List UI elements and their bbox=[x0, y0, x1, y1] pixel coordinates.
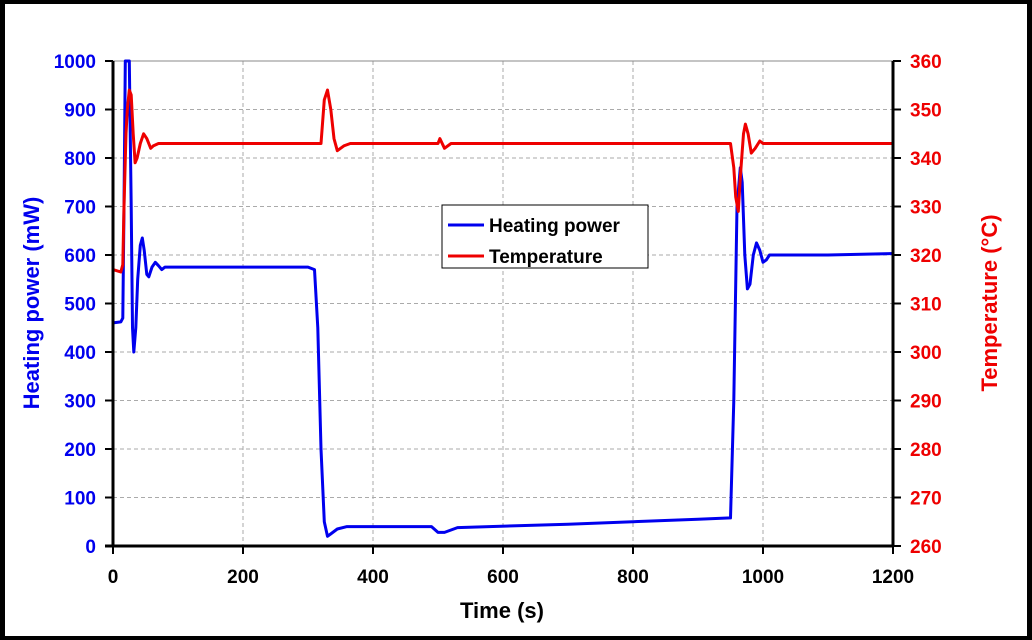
series-line-temperature bbox=[112, 88, 893, 274]
x-axis-label: Time (s) bbox=[460, 598, 544, 623]
x-tick-label: 400 bbox=[357, 567, 389, 588]
y-tick-label: 300 bbox=[64, 392, 96, 413]
y2-axis-label: Temperature (°C) bbox=[977, 214, 1002, 391]
y2-tick-label: 290 bbox=[910, 392, 942, 413]
legend: Heating power Temperature bbox=[441, 204, 649, 269]
y2-tick-label: 340 bbox=[910, 149, 942, 170]
chart: 0 200 400 600 800 1000 1200 0 100 200 300 400 500 600… bbox=[19, 52, 1002, 623]
x-tick-label: 1200 bbox=[872, 567, 914, 588]
y2-tick-label: 360 bbox=[910, 52, 942, 73]
y-tick-label: 700 bbox=[64, 198, 96, 219]
y2-tick-label: 270 bbox=[910, 489, 942, 510]
axes: 0 200 400 600 800 1000 1200 0 100 200 300 400 500 600… bbox=[54, 52, 942, 588]
x-tick-label: 600 bbox=[487, 567, 519, 588]
grid bbox=[113, 60, 893, 546]
chart-frame: 0 200 400 600 800 1000 1200 0 100 200 300 400 500 600… bbox=[5, 4, 1027, 636]
y-axis-label: Heating power (mW) bbox=[19, 197, 44, 410]
y-tick-label: 400 bbox=[64, 343, 96, 364]
x-tick-label: 0 bbox=[108, 567, 119, 588]
legend-label-heating-power: Heating power bbox=[489, 216, 621, 237]
y-tick-label: 200 bbox=[64, 440, 96, 461]
y2-tick-label: 330 bbox=[910, 198, 942, 219]
x-tick-label: 200 bbox=[227, 567, 259, 588]
y-tick-label: 900 bbox=[64, 101, 96, 122]
x-tick-label: 1000 bbox=[742, 567, 784, 588]
y2-tick-label: 260 bbox=[910, 537, 942, 558]
y-tick-label: 1000 bbox=[54, 52, 96, 73]
y-tick-label: 500 bbox=[64, 295, 96, 316]
y2-tick-label: 320 bbox=[910, 246, 942, 267]
series-layer bbox=[112, 59, 894, 538]
y2-tick-label: 310 bbox=[910, 295, 942, 316]
y2-tick-label: 300 bbox=[910, 343, 942, 364]
legend-label-temperature: Temperature bbox=[489, 247, 603, 268]
y-tick-label: 100 bbox=[64, 489, 96, 510]
y-tick-label: 0 bbox=[85, 537, 96, 558]
y2-tick-label: 280 bbox=[910, 440, 942, 461]
y-tick-label: 600 bbox=[64, 246, 96, 267]
y2-tick-label: 350 bbox=[910, 101, 942, 122]
y-tick-label: 800 bbox=[64, 149, 96, 170]
x-tick-label: 800 bbox=[617, 567, 649, 588]
series-line-heating-power bbox=[112, 59, 894, 538]
